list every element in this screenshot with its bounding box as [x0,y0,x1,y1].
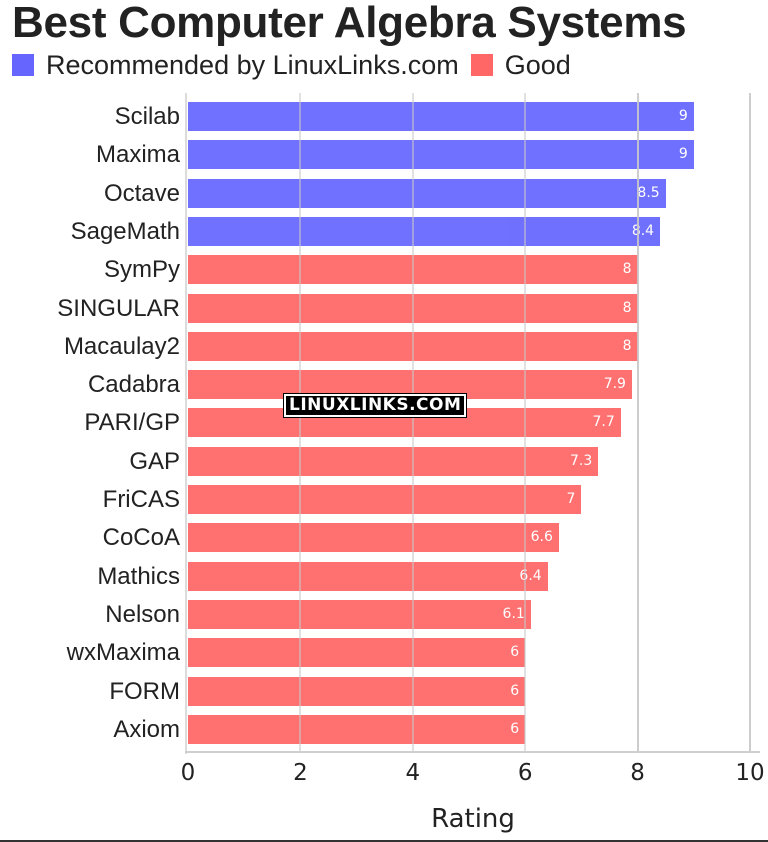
bar-value-label: 9 [678,146,688,163]
legend-item-good: Good [470,49,571,81]
category-label: Macaulay2 [63,332,180,360]
gridline [411,93,414,752]
bar: 8.4 [188,216,661,246]
category-label: CoCoA [102,524,180,552]
legend-label-recommended: Recommended by LinuxLinks.com [46,49,459,80]
category-label: Scilab [114,103,180,130]
bar: 9 [188,140,694,170]
gridline [299,93,302,752]
legend-label-good: Good [504,49,571,80]
bar-value-label: 7.7 [592,414,615,431]
bar-value-label: 7.9 [603,376,626,393]
gridline [636,93,639,752]
watermark: LINUXLINKS.COM [282,393,468,418]
bar-value-label: 6 [510,644,520,661]
bottom-rule [0,840,768,842]
plot-area: 9 9 8.5 8.4 8 8 8 7.9 7.7 7.3 7 6.6 6.4 6.1 6 6 6 [188,93,751,752]
bar: 7 [188,485,582,514]
x-tick-label: 8 [630,760,645,786]
x-tick-label: 6 [517,760,533,786]
category-label: SymPy [103,256,180,284]
category-label: SageMath [70,217,180,245]
bar-value-label: 6 [510,682,520,699]
category-label: Cadabra [87,371,180,399]
gridline [749,93,751,752]
bar: 6.1 [188,599,531,629]
bar: 9 [188,102,694,131]
bar-value-label: 6.6 [530,529,553,546]
y-axis-line [185,93,187,754]
bar-value-label: 8 [622,337,632,354]
bar: 6 [188,676,526,706]
bar-value-label: 8.5 [637,184,660,201]
x-tick-label: 0 [180,760,196,786]
category-label: Octave [103,179,180,207]
bar: 6.6 [188,523,559,553]
x-tick-label: 2 [293,760,308,786]
bar: 8.5 [188,178,666,208]
x-tick-label: 4 [405,760,421,786]
chart-title: Best Computer Algebra Systems [12,0,687,47]
bar-value-label: 8 [622,299,632,316]
x-tick-label: 10 [735,760,765,786]
bar-value-label: 8 [622,261,632,278]
x-axis-label: Rating [431,804,515,834]
legend: Recommended by LinuxLinks.com Good [12,50,583,80]
bar-value-label: 9 [678,108,688,124]
category-label: FriCAS [102,486,180,513]
category-label: Nelson [105,600,180,628]
category-label: Axiom [113,715,180,743]
legend-swatch-good [470,54,493,76]
bar-value-label: 7.3 [569,452,593,469]
category-label: SINGULAR [57,294,180,322]
category-label: GAP [129,447,180,475]
bar-value-label: 8.4 [631,222,655,239]
gridline [524,93,527,752]
category-label: PARI/GP [84,409,180,437]
bar: 7.3 [188,446,599,476]
x-axis-line [185,751,760,753]
bar-value-label: 6.1 [502,605,525,622]
bar-value-label: 7 [566,491,576,507]
legend-swatch-recommended [12,54,34,76]
legend-item-recommended: Recommended by LinuxLinks.com [12,50,459,81]
category-label: Maxima [95,141,180,169]
bar: 6 [188,638,526,668]
category-label: Mathics [97,562,180,590]
category-label: FORM [109,677,180,705]
bar-value-label: 6.4 [519,567,542,584]
bar: 6 [188,714,526,744]
category-label: wxMaxima [66,639,180,667]
bar-value-label: 6 [510,720,520,737]
bar: 6.4 [188,561,548,591]
